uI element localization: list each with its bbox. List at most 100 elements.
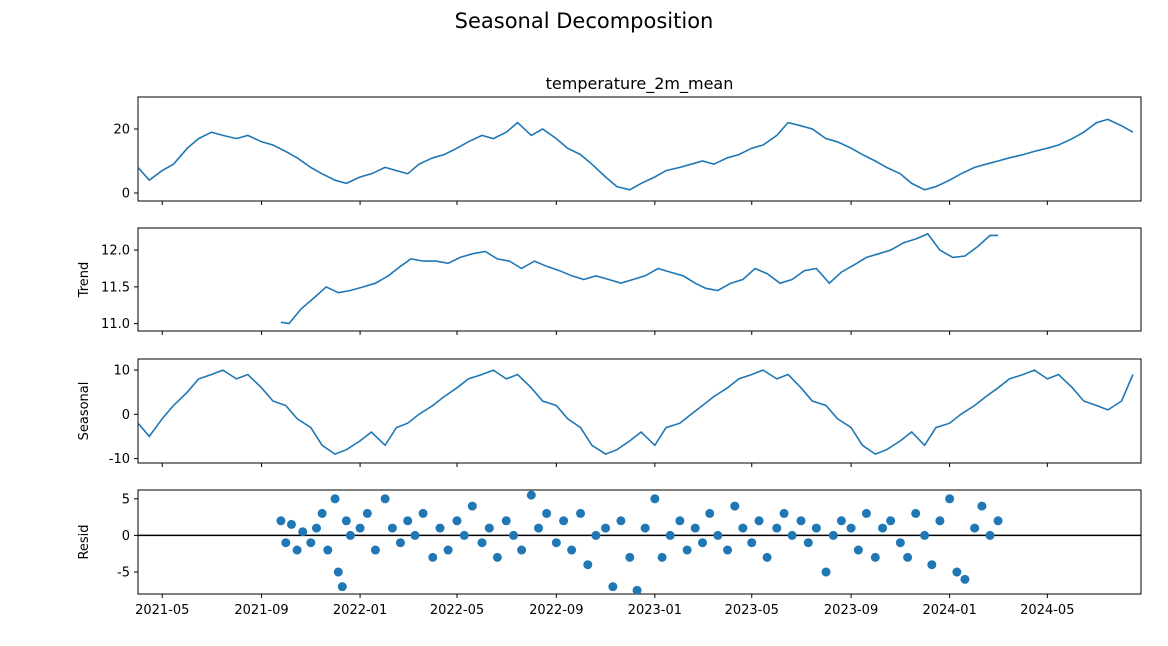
resid-point	[870, 552, 880, 562]
x-tick-label: 2022-09	[529, 603, 583, 618]
x-tick-label: 2023-01	[628, 603, 682, 618]
resid-point	[616, 516, 626, 526]
resid-point	[501, 516, 511, 526]
y-axis-label: Resid	[77, 524, 92, 559]
y-tick-label: 0	[122, 529, 130, 544]
resid-point	[403, 516, 413, 526]
resid-point	[690, 523, 700, 533]
resid-point	[977, 501, 987, 511]
resid-point	[682, 545, 692, 555]
y-tick-label: 20	[113, 123, 130, 138]
resid-point	[861, 508, 871, 518]
resid-point	[281, 538, 291, 548]
resid-point	[559, 516, 569, 526]
series-line-observed	[138, 118, 1134, 191]
resid-point	[993, 516, 1003, 526]
resid-point	[697, 538, 707, 548]
resid-point	[443, 545, 453, 555]
resid-point	[608, 582, 618, 592]
resid-point	[330, 494, 340, 504]
resid-point	[747, 538, 757, 548]
y-axis-label: Seasonal	[77, 382, 92, 441]
resid-point	[754, 516, 764, 526]
resid-point	[459, 530, 469, 540]
x-tick-label: 2021-09	[234, 603, 288, 618]
resid-point	[811, 523, 821, 533]
resid-point	[723, 545, 733, 555]
resid-point	[477, 538, 487, 548]
resid-point	[317, 508, 327, 518]
resid-point	[509, 530, 519, 540]
resid-point	[970, 523, 980, 533]
resid-point	[762, 552, 772, 562]
resid-point	[333, 567, 343, 577]
x-tick-label: 2024-05	[1020, 603, 1074, 618]
resid-point	[306, 538, 316, 548]
resid-point	[591, 530, 601, 540]
x-tick-label: 2024-01	[922, 603, 976, 618]
resid-point	[787, 530, 797, 540]
resid-point	[821, 567, 831, 577]
resid-point	[632, 585, 642, 594]
resid-point	[878, 523, 888, 533]
y-tick-label: 5	[122, 492, 130, 507]
resid-point	[517, 545, 527, 555]
resid-point	[286, 519, 296, 529]
resid-point	[337, 582, 347, 592]
series-line-trend	[280, 232, 999, 325]
resid-point	[345, 530, 355, 540]
resid-point	[846, 523, 856, 533]
resid-point	[298, 527, 308, 537]
resid-point	[428, 552, 438, 562]
panel-trend: 11.0 11.5 12.0 Trend	[77, 227, 1142, 335]
resid-point	[665, 530, 675, 540]
y-axis-label: Trend	[77, 262, 92, 299]
y-tick-label: 11.0	[101, 317, 130, 332]
resid-point	[526, 490, 536, 500]
panel-seasonal: -10 0 10 Seasonal	[77, 358, 1142, 467]
resid-point	[551, 538, 561, 548]
y-tick-label: 12.0	[101, 244, 130, 259]
resid-point	[492, 552, 502, 562]
resid-point	[945, 494, 955, 504]
panel-frame	[137, 227, 1142, 332]
resid-point	[985, 530, 995, 540]
resid-point	[927, 560, 937, 570]
panel-frame	[137, 358, 1142, 464]
resid-point	[355, 523, 365, 533]
resid-point	[730, 501, 740, 511]
resid-point	[435, 523, 445, 533]
resid-point	[467, 501, 477, 511]
y-tick-label: 0	[122, 187, 130, 202]
x-tick-label: 2023-05	[725, 603, 779, 618]
resid-point	[292, 545, 302, 555]
x-tick-label: 2022-05	[430, 603, 484, 618]
resid-point	[772, 523, 782, 533]
figure-suptitle: Seasonal Decomposition	[455, 9, 714, 33]
resid-point	[640, 523, 650, 533]
resid-point	[534, 523, 544, 533]
resid-point	[276, 516, 286, 526]
resid-point	[341, 516, 351, 526]
y-tick-label: 10	[113, 364, 130, 379]
resid-point	[418, 508, 428, 518]
resid-point	[828, 530, 838, 540]
y-tick-label: -5	[117, 566, 130, 581]
series-line-seasonal	[138, 369, 1134, 455]
resid-point	[484, 523, 494, 533]
resid-point	[779, 508, 789, 518]
x-tick-label: 2022-01	[333, 603, 387, 618]
resid-point	[713, 530, 723, 540]
resid-point	[362, 508, 372, 518]
panel-resid: -5 0 5 2021-05 2021-09 2022-01 2022-05 2022-09 2…	[77, 489, 1142, 618]
x-tick-label: 2023-09	[824, 603, 878, 618]
resid-point	[836, 516, 846, 526]
resid-point	[625, 552, 635, 562]
resid-point	[542, 508, 552, 518]
resid-point	[583, 560, 593, 570]
resid-point	[705, 508, 715, 518]
resid-point	[952, 567, 962, 577]
resid-point	[935, 516, 945, 526]
resid-point	[886, 516, 896, 526]
